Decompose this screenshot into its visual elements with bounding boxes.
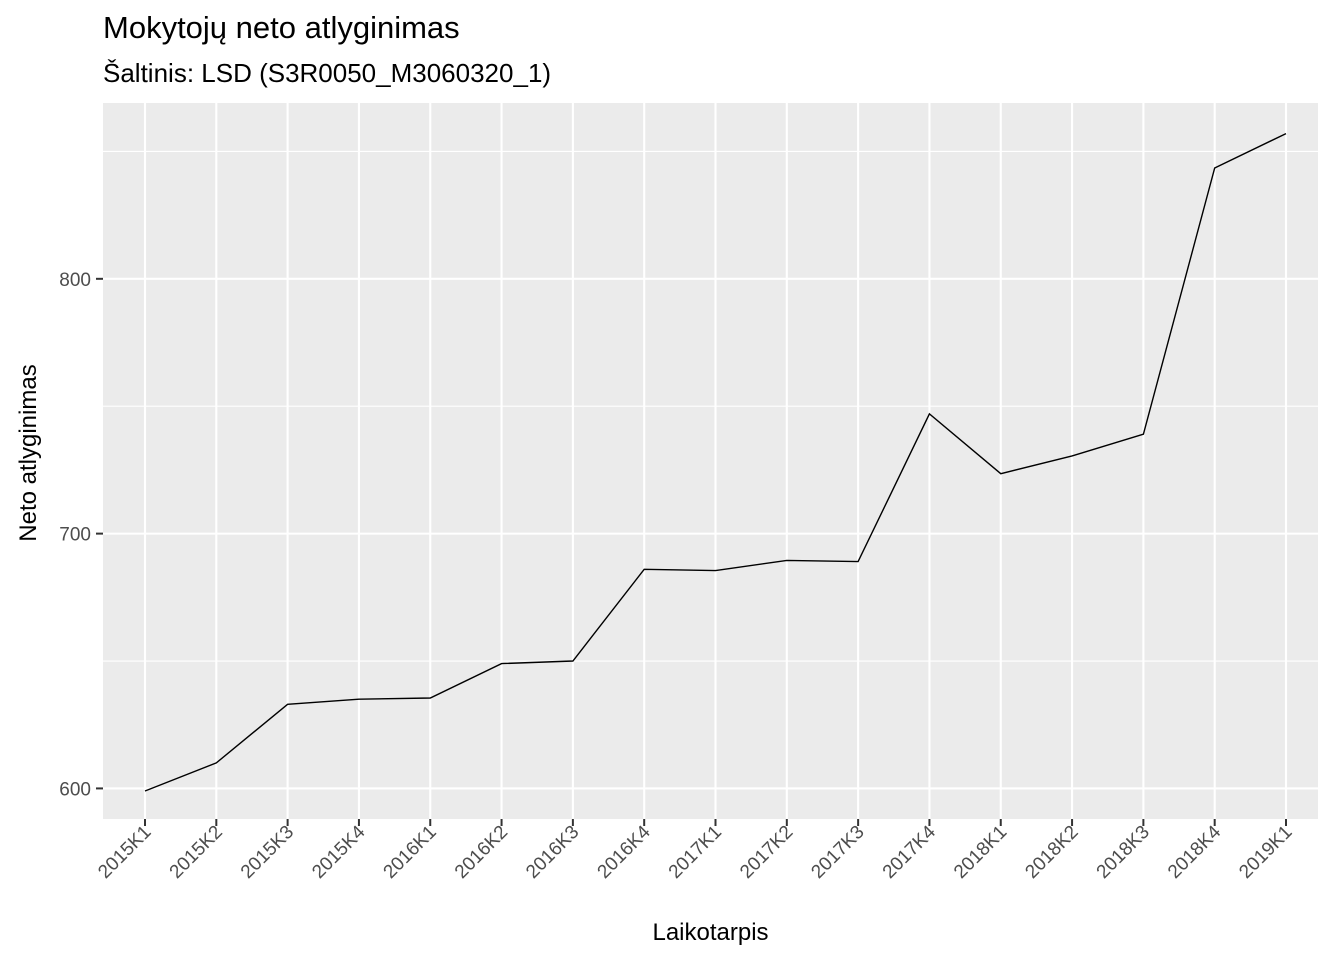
x-tick-label: 2015K3 [237,822,298,883]
plot-panel [103,103,1318,819]
series-line [144,132,1287,792]
minor-gridlines [103,150,1318,662]
y-tick-label: 600 [59,779,91,800]
x-tick-label: 2015K2 [166,822,227,883]
chart-subtitle: Šaltinis: LSD (S3R0050_M3060320_1) [103,58,552,88]
x-tick-label: 2017K4 [879,821,940,882]
y-axis: 600 700 800 [59,270,103,800]
y-tick-label: 800 [59,270,91,291]
x-tick-label: 2018K3 [1093,822,1154,883]
x-tick-label: 2018K1 [950,822,1011,883]
x-tick-label: 2015K1 [94,822,155,883]
chart-title: Mokytojų neto atlyginimas [103,10,460,45]
x-tick-label: 2019K1 [1235,822,1296,883]
x-tick-label: 2016K1 [380,822,441,883]
x-axis: 2015K1 2015K2 2015K3 2015K4 2016K1 2016K2 2016… [94,819,1297,883]
x-tick-label: 2017K2 [736,822,797,883]
x-tick-label: 2016K4 [594,821,655,882]
x-axis-title: Laikotarpis [652,919,768,946]
x-tick-label: 2016K3 [522,822,583,883]
major-gridlines [103,103,1318,819]
x-tick-label: 2018K4 [1164,821,1225,882]
y-axis-title: Neto atlyginimas [15,364,42,541]
x-tick-label: 2017K1 [665,822,726,883]
y-tick-label: 700 [59,525,91,546]
x-tick-label: 2017K3 [807,822,868,883]
x-tick-label: 2016K2 [451,822,512,883]
x-tick-label: 2015K4 [308,821,369,882]
x-tick-label: 2018K2 [1021,822,1082,883]
